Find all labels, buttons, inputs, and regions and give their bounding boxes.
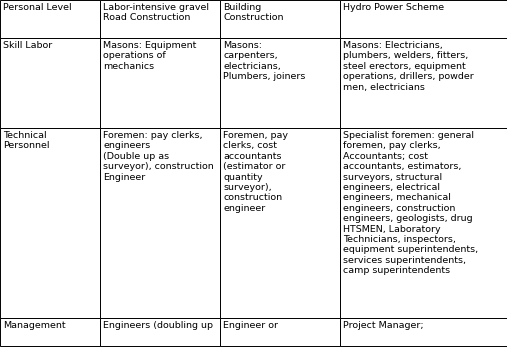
Text: Engineer or: Engineer or [223,321,278,330]
Bar [100,38,220,128]
Bar [340,318,507,346]
Text: Masons:
carpenters,
electricians,
Plumbers, joiners: Masons: carpenters, electricians, Plumbe… [223,41,305,81]
Bar [100,128,220,318]
Bar [340,128,507,318]
Text: Skill Labor: Skill Labor [3,41,52,50]
Bar [0,318,100,346]
Text: Management: Management [3,321,65,330]
Text: Specialist foremen: general
foremen, pay clerks,
Accountants; cost
accountants, : Specialist foremen: general foremen, pay… [343,131,478,275]
Text: Technical
Personnel: Technical Personnel [3,131,50,150]
Bar [0,128,100,318]
Text: Masons: Electricians,
plumbers, welders, fitters,
steel erectors, equipment
oper: Masons: Electricians, plumbers, welders,… [343,41,474,92]
Bar [220,38,340,128]
Text: Foremen, pay
clerks, cost
accountants
(estimator or
quantity
surveyor),
construc: Foremen, pay clerks, cost accountants (e… [223,131,288,213]
Bar [0,0,100,38]
Bar [220,0,340,38]
Text: Labor-intensive gravel
Road Construction: Labor-intensive gravel Road Construction [103,3,209,22]
Text: Masons: Equipment
operations of
mechanics: Masons: Equipment operations of mechanic… [103,41,196,71]
Bar [100,0,220,38]
Text: Foremen: pay clerks,
engineers
(Double up as
surveyor), construction
Engineer: Foremen: pay clerks, engineers (Double u… [103,131,214,182]
Bar [0,38,100,128]
Bar [340,38,507,128]
Bar [340,0,507,38]
Text: Project Manager;: Project Manager; [343,321,424,330]
Text: Building
Construction: Building Construction [223,3,283,22]
Bar [220,318,340,346]
Bar [100,318,220,346]
Bar [220,128,340,318]
Text: Hydro Power Scheme: Hydro Power Scheme [343,3,444,12]
Text: Personal Level: Personal Level [3,3,71,12]
Text: Engineers (doubling up: Engineers (doubling up [103,321,213,330]
